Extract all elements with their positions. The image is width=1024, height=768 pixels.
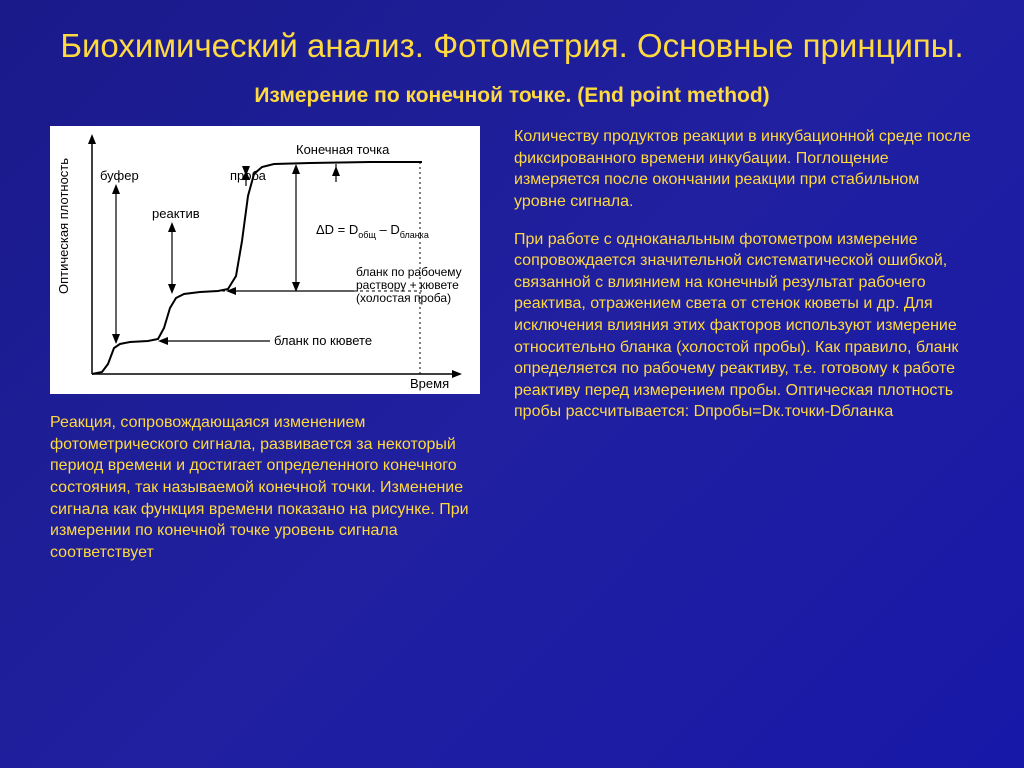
endpoint-label: Конечная точка (296, 142, 390, 157)
endpoint-chart: Оптическая плотность Время (50, 126, 480, 394)
content-row: Оптическая плотность Время (50, 126, 974, 563)
sample-label: проба (230, 168, 267, 183)
reagent-label: реактив (152, 206, 200, 221)
chart-svg: Оптическая плотность Время (50, 126, 480, 394)
para-left: Реакция, сопровождающаяся изменением фот… (50, 412, 490, 563)
slide-title: Биохимический анализ. Фотометрия. Основн… (50, 25, 974, 66)
blank-working-label: бланк по рабочему раствору + кювете (хол… (356, 266, 476, 306)
para-right-2: При работе с одноканальным фотометром из… (514, 229, 974, 423)
right-column: Количеству продуктов реакции в инкубацио… (514, 126, 974, 563)
xlabel: Время (410, 376, 449, 391)
reagent-arrow (168, 222, 176, 294)
buffer-label: буфер (100, 168, 139, 183)
left-column: Оптическая плотность Время (50, 126, 490, 563)
endpoint-arrow (332, 164, 340, 182)
para-right-1: Количеству продуктов реакции в инкубацио… (514, 126, 974, 212)
buffer-arrow (112, 184, 120, 344)
slide: Биохимический анализ. Фотометрия. Основн… (0, 0, 1024, 768)
slide-subtitle: Измерение по конечной точке. (End point … (50, 84, 974, 108)
blank-working-arrow (226, 287, 354, 295)
blank-cuvette-arrow (158, 337, 270, 345)
ylabel: Оптическая плотность (56, 158, 71, 294)
blank-cuvette-label: бланк по кювете (274, 333, 372, 348)
delta-label: ΔD = Dобщ – Dбланка (316, 222, 429, 240)
